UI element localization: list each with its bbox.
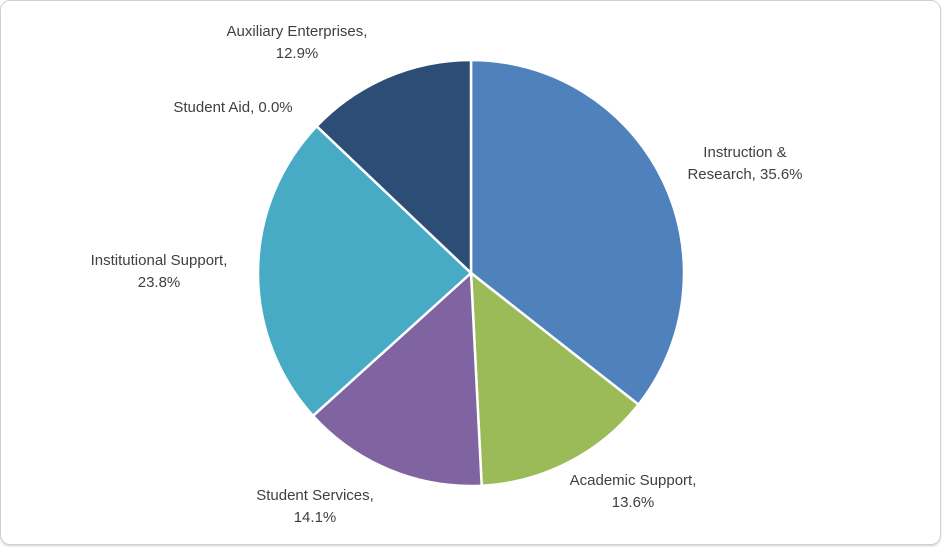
slice-label-student-aid: Student Aid, 0.0%: [173, 97, 292, 119]
slice-label-auxiliary-enterprises: Auxiliary Enterprises, 12.9%: [227, 21, 368, 65]
pie-slice-institutional-support: [256, 124, 473, 418]
slice-label-institutional-support: Institutional Support, 23.8%: [91, 250, 228, 294]
slice-label-academic-support: Academic Support, 13.6%: [570, 470, 697, 514]
slice-label-line: Auxiliary Enterprises,: [226, 23, 368, 40]
slice-label-line: Student Aid, 0.0%: [173, 99, 293, 116]
pie-slice-instruction-research: [469, 58, 686, 406]
slice-label-line: Student Services,: [256, 487, 374, 504]
slice-label-line: Instruction &: [703, 144, 787, 161]
pie-slice-academic-support: [469, 271, 640, 487]
slice-label-line: Research, 35.6%: [687, 166, 803, 183]
slice-label-line: 13.6%: [611, 494, 655, 511]
slice-label-instruction-research: Instruction & Research, 35.6%: [687, 142, 802, 186]
slice-label-line: 23.8%: [137, 274, 181, 291]
pie-slice-student-services: [311, 271, 483, 488]
slice-label-line: Institutional Support,: [90, 252, 228, 269]
slice-label-line: Academic Support,: [569, 472, 697, 489]
slice-label-student-services: Student Services, 14.1%: [256, 485, 374, 529]
pie-slice-auxiliary-enterprises: [315, 58, 473, 275]
slice-label-line: 14.1%: [293, 509, 337, 526]
slice-label-line: 12.9%: [275, 45, 319, 62]
